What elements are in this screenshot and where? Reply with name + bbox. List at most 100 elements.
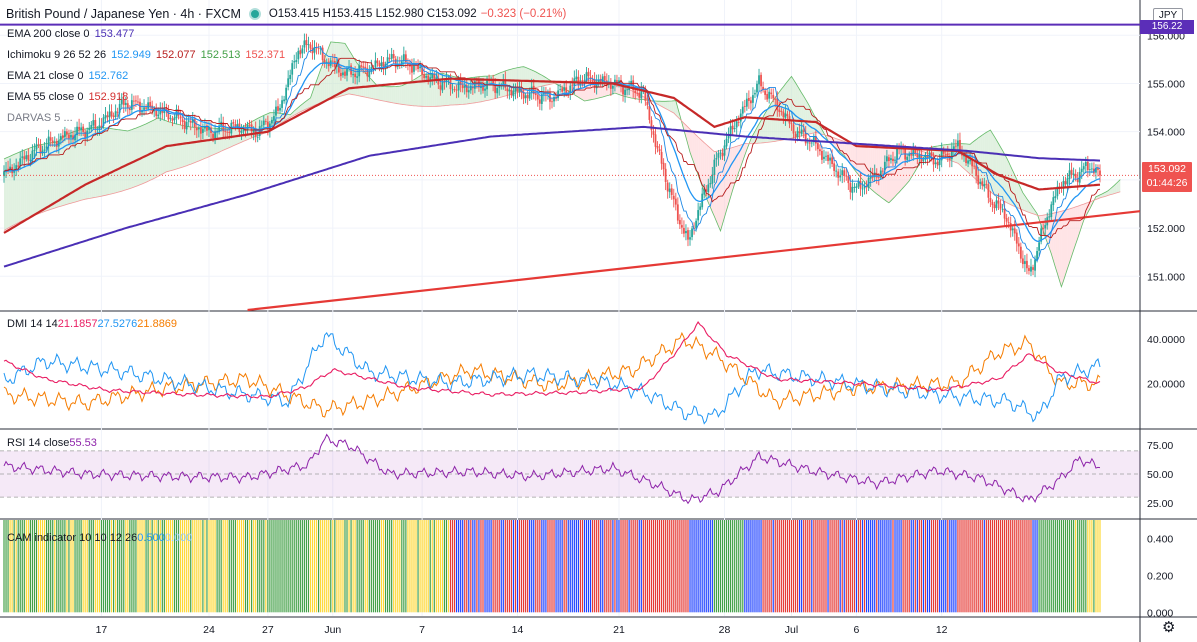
cloud-segment <box>519 66 522 93</box>
candle-body <box>484 88 486 91</box>
indicator-name: EMA 200 close 0 <box>7 28 90 40</box>
adx-line <box>3 320 1101 399</box>
cloud-segment <box>373 81 376 100</box>
cloud-segment <box>466 77 469 104</box>
candle-body <box>112 115 115 118</box>
cloud-segment <box>694 133 697 170</box>
cloud-segment <box>180 124 183 168</box>
candle-body <box>404 54 407 62</box>
ema55-line <box>3 77 1101 234</box>
candle-body <box>118 104 121 113</box>
candle-body <box>800 129 803 134</box>
candle-body <box>922 160 925 162</box>
cloud-segment <box>1037 213 1040 220</box>
last-price: 153.092 <box>1148 163 1186 175</box>
candle-body <box>135 100 137 102</box>
candle-body <box>1082 166 1085 170</box>
cloud-segment <box>631 90 634 99</box>
candle-body <box>354 73 357 78</box>
candle-body <box>439 85 442 90</box>
candle-body <box>145 107 147 109</box>
cloud-segment <box>176 123 179 170</box>
candle-body <box>526 94 529 99</box>
candle-body <box>534 93 537 96</box>
indicator-value: 0.500 <box>137 532 165 544</box>
cloud-segment <box>428 74 431 107</box>
candle-body <box>883 161 886 171</box>
candle-body <box>76 126 78 136</box>
candle-body <box>1040 228 1043 242</box>
candle-body <box>695 220 698 229</box>
candle-body <box>1026 260 1028 269</box>
cloud-segment <box>1006 157 1009 204</box>
candle-body <box>84 131 87 139</box>
price-tick-label: 154.000 <box>1147 127 1185 139</box>
candle-body <box>764 90 767 95</box>
ichimoku-cloud <box>3 41 1121 288</box>
cam-label[interactable]: CAM indicator 10 10 12 260.5000.000 <box>7 532 192 544</box>
candle-body <box>680 225 683 228</box>
cloud-segment <box>769 103 772 143</box>
candle-body <box>463 85 466 88</box>
cloud-segment <box>306 99 309 109</box>
cloud-segment <box>144 123 147 184</box>
cloud-segment <box>876 144 879 196</box>
indicator-name: EMA 21 close 0 <box>7 70 84 82</box>
candle-body <box>419 66 421 69</box>
candle-body <box>575 76 578 80</box>
cloud-segment <box>911 148 914 178</box>
symbol-title[interactable]: British Pound / Japanese Yen · 4h · FXCM <box>6 7 241 21</box>
candle-body <box>173 117 176 121</box>
time-tick-label: 14 <box>512 624 524 636</box>
legend-row[interactable]: EMA 21 close 0 152.762 <box>7 70 133 82</box>
legend-row[interactable]: Ichimoku 9 26 52 26 152.949 152.077 152.513… <box>7 49 290 61</box>
cloud-segment <box>97 127 100 197</box>
candle-body <box>413 65 415 72</box>
candle-body <box>25 155 28 160</box>
ohlc-values: O153.415 H153.415 L152.980 C153.092 <box>268 8 477 20</box>
dmi-label[interactable]: DMI 14 1421.185727.527621.8869 <box>7 318 177 330</box>
candle-body <box>19 158 22 167</box>
indicator-value: 27.5276 <box>97 318 138 330</box>
cloud-segment <box>732 146 735 191</box>
cloud-segment <box>58 138 61 207</box>
cloud-segment <box>692 131 695 164</box>
legend-row[interactable]: EMA 55 close 0 152.918 <box>7 91 133 103</box>
last-price-badge: 153.092 01:44:26 <box>1142 162 1192 192</box>
cloud-segment <box>194 127 197 163</box>
candle-body <box>796 130 799 138</box>
candle-body <box>427 75 430 82</box>
candle-body <box>918 154 921 158</box>
candle-body <box>829 157 831 161</box>
candle-body <box>149 102 152 107</box>
cloud-segment <box>690 129 693 158</box>
cloud-segment <box>665 101 668 110</box>
candle-body <box>756 83 758 93</box>
cloud-segment <box>430 74 433 107</box>
candle-body <box>376 60 379 64</box>
candle-body <box>214 131 216 139</box>
cloud-segment <box>1075 206 1078 245</box>
cloud-segment <box>978 136 981 184</box>
indicator-value: 152.949 <box>111 49 151 61</box>
cloud-segment <box>860 145 863 180</box>
candle-body <box>973 165 976 167</box>
candle-body <box>1068 170 1071 180</box>
legend-row[interactable]: DARVAS 5 ... <box>7 112 78 124</box>
candle-body <box>851 186 854 193</box>
legend-row[interactable]: EMA 200 close 0 153.477 <box>7 28 139 40</box>
gear-icon[interactable]: ⚙ <box>1162 619 1176 636</box>
candle-body <box>731 125 734 130</box>
candle-body <box>869 175 872 179</box>
candle-body <box>157 114 160 117</box>
candle-body <box>678 220 681 225</box>
candle-body <box>256 136 259 138</box>
rsi-label[interactable]: RSI 14 close55.53 <box>7 437 97 449</box>
cloud-segment <box>730 147 733 197</box>
chart-header: British Pound / Japanese Yen · 4h · FXCM… <box>6 7 566 21</box>
candle-body <box>390 54 393 59</box>
candle-body <box>100 125 103 127</box>
cloud-segment <box>669 100 672 112</box>
candle-body <box>782 111 785 118</box>
candle-body <box>21 156 24 158</box>
